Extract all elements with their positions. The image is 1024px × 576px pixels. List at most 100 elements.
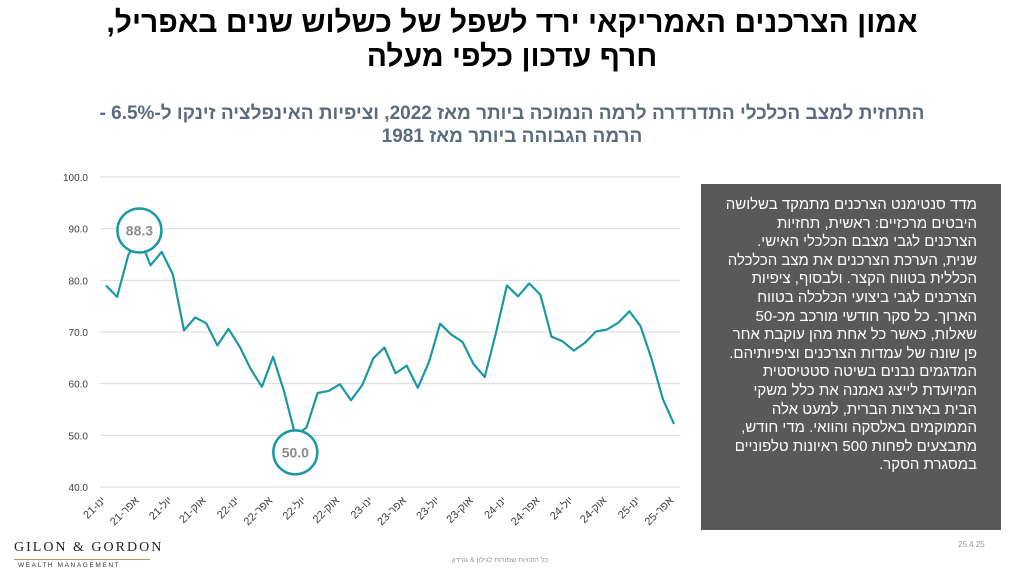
data-point <box>250 368 252 370</box>
data-point <box>662 398 664 400</box>
x-tick-label: אפר-23 <box>375 495 409 529</box>
description-line: שאלות, כאשר כל אחת מהן עוקבת אחר <box>732 326 977 344</box>
description-line: במסגרת הסקר. <box>879 456 977 474</box>
data-point <box>105 285 107 287</box>
description-line: הבית בארצות הברית, למעט אלה <box>771 400 977 418</box>
data-point <box>350 399 352 401</box>
data-point <box>595 330 597 332</box>
data-point <box>606 328 608 330</box>
description-line: המיועדת לייצג נאמנה את כלל משקי <box>753 381 977 399</box>
description-line: שנית, הערכת הצרכנים את מצב הכלכלה <box>727 251 977 269</box>
description-line: פן שונה של עמדות הצרכנים וציפיותיהם. <box>729 344 977 362</box>
callout-label: 88.3 <box>126 222 153 238</box>
y-tick-label: 60.0 <box>69 380 89 391</box>
data-point <box>617 322 619 324</box>
data-point <box>339 383 341 385</box>
page-title: אמון הצרכנים האמריקאי ירד לשפל של כשלוש … <box>0 6 1024 74</box>
data-point <box>673 423 675 425</box>
logo-main-text: GILON & GORDON <box>14 540 164 555</box>
x-tick-label: יול-21 <box>146 494 175 523</box>
footer-copyright: כל הזכויות שמורות לגילון & גורדון <box>451 557 549 564</box>
data-point <box>484 376 486 378</box>
data-point <box>640 325 642 327</box>
x-tick-label: יול-22 <box>280 494 309 523</box>
data-point <box>528 282 530 284</box>
series-line <box>105 236 676 437</box>
data-point <box>395 372 397 374</box>
x-tick-label: אוק-21 <box>177 495 208 526</box>
company-logo: GILON & GORDON WEALTH MANAGEMENT <box>14 540 164 574</box>
logo-divider <box>14 559 150 560</box>
callout-label: 50.0 <box>282 444 309 460</box>
data-point <box>439 323 441 325</box>
x-tick-label: אפר-21 <box>108 495 142 529</box>
data-point <box>150 264 152 266</box>
data-point <box>183 329 185 331</box>
subtitle-line-1: התחזית למצב הכלכלי התדרדרה לרמה הנמוכה ב… <box>99 103 925 124</box>
data-point <box>216 344 218 346</box>
data-point <box>305 427 307 429</box>
data-point <box>417 387 419 389</box>
logo-sub-text: WEALTH MANAGEMENT <box>18 562 121 569</box>
data-point <box>205 322 207 324</box>
data-point <box>651 358 653 360</box>
data-point <box>172 273 174 275</box>
data-point <box>550 336 552 338</box>
data-point <box>317 392 319 394</box>
x-tick-label: ינו-22 <box>215 495 242 522</box>
x-tick-label: יול-23 <box>414 494 443 523</box>
x-tick-label: אוק-24 <box>578 495 609 526</box>
data-point <box>573 350 575 352</box>
data-point <box>428 361 430 363</box>
x-tick-label: ינו-23 <box>349 495 376 522</box>
data-point <box>328 390 330 392</box>
data-point <box>562 340 564 342</box>
description-line: הצרכנים לגבי מצבם הכלכלי האישי. <box>757 233 977 251</box>
data-point <box>584 342 586 344</box>
data-point <box>261 386 263 388</box>
description-line: הכללית בטווח הקצר. ולבסוף, ציפיות <box>751 270 977 288</box>
data-point <box>372 357 374 359</box>
description-line: היבטים מרכזיים: ראשית, תחזיות <box>776 214 977 232</box>
x-tick-label: אוק-22 <box>311 495 342 526</box>
title-line-2: חרף עדכון כלפי מעלה <box>366 40 658 73</box>
x-tick-label: אפר-25 <box>643 495 677 529</box>
data-point <box>272 356 274 358</box>
data-point <box>517 295 519 297</box>
data-point <box>228 328 230 330</box>
subtitle-line-2: הרמה הגבוהה ביותר מאז 1981 <box>381 126 643 147</box>
callout-circle <box>272 429 319 476</box>
x-tick-label: אפר-22 <box>242 495 276 529</box>
title-line-1: אמון הצרכנים האמריקאי ירד לשפל של כשלוש … <box>106 6 918 39</box>
data-point <box>116 296 118 298</box>
y-tick-label: 90.0 <box>69 225 89 236</box>
y-tick-label: 40.0 <box>69 483 89 494</box>
description-box: מדד סנטימנט הצרכנים מתמקד בשלושה היבטים מ… <box>701 184 1001 530</box>
x-tick-label: אפר-24 <box>509 495 543 529</box>
data-point <box>383 347 385 349</box>
y-tick-label: 70.0 <box>69 328 89 339</box>
data-point <box>539 294 541 296</box>
description-line: מדד סנטימנט הצרכנים מתמקד בשלושה <box>725 196 977 213</box>
x-tick-label: ינו-24 <box>482 495 509 522</box>
description-line: מתבצעים לפחות 500 ראיונות טלפוניים <box>734 437 977 455</box>
data-point <box>628 310 630 312</box>
y-tick-label: 80.0 <box>69 276 89 287</box>
x-tick-label: אוק-23 <box>444 495 475 526</box>
data-point <box>495 333 497 335</box>
data-point <box>283 391 285 393</box>
sentiment-line-chart: 40.050.060.070.080.090.0100.0ינו-21אפר-2… <box>63 173 680 529</box>
description-text: מדד סנטימנט הצרכנים מתמקד בשלושה היבטים מ… <box>725 196 977 475</box>
x-tick-label: יול-24 <box>547 494 576 523</box>
data-point <box>127 254 129 256</box>
x-tick-label: ינו-21 <box>81 495 108 522</box>
description-line: הממוקמים באלסקה והוואי. מדי חודש, <box>741 419 977 437</box>
description-line: המדגמים נבנים בשיטה סטטיסטית <box>762 363 977 381</box>
data-point <box>406 365 408 367</box>
x-tick-label: ינו-25 <box>616 495 643 522</box>
data-point <box>506 285 508 287</box>
page-subtitle: התחזית למצב הכלכלי התדרדרה לרמה הנמוכה ב… <box>40 102 984 148</box>
data-point <box>461 341 463 343</box>
data-point <box>161 251 163 253</box>
data-point <box>473 363 475 365</box>
